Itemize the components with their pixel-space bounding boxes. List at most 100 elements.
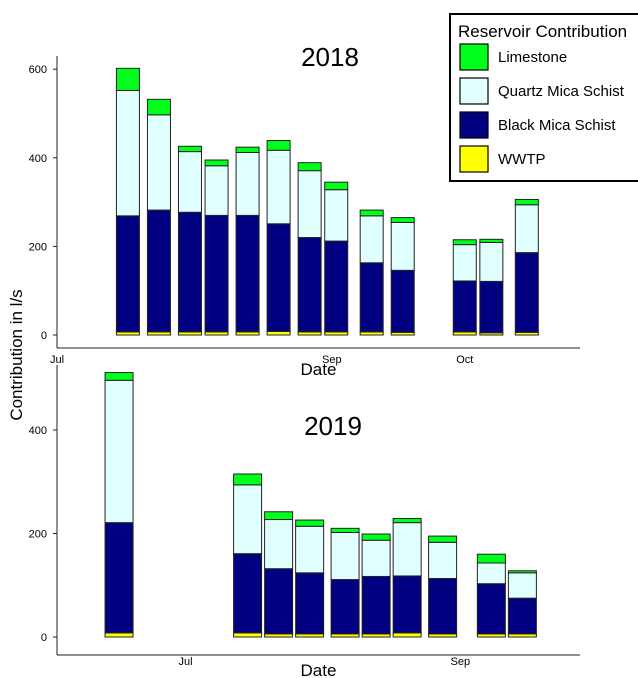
bar-limestone bbox=[359, 209, 384, 217]
bar-quartz-mica-schist bbox=[204, 165, 229, 216]
bar-black-mica-schist bbox=[266, 223, 291, 332]
bar-black-mica-schist bbox=[235, 214, 260, 333]
bar-limestone bbox=[392, 517, 422, 524]
bar-black-mica-schist bbox=[146, 209, 171, 333]
bar-black-mica-schist bbox=[514, 252, 539, 333]
bar-quartz-mica-schist bbox=[359, 215, 384, 264]
x-tick-label: Sep bbox=[451, 656, 471, 668]
legend-entry: Limestone bbox=[498, 49, 567, 66]
bar-black-mica-schist bbox=[324, 240, 349, 333]
bar-quartz-mica-schist bbox=[428, 541, 458, 580]
panel-2018: 0 200 400 600 Jul Sep Oct 2018 Date bbox=[29, 42, 580, 379]
bar-limestone bbox=[177, 145, 202, 153]
bar-black-mica-schist bbox=[264, 568, 294, 635]
bar-wwtp bbox=[392, 632, 422, 638]
bar-black-mica-schist bbox=[479, 280, 504, 334]
legend-swatch bbox=[459, 43, 489, 71]
bar-limestone bbox=[507, 570, 537, 574]
bar-wwtp bbox=[266, 330, 291, 336]
bar-quartz-mica-schist bbox=[104, 379, 134, 524]
bar-quartz-mica-schist bbox=[297, 170, 322, 239]
y-tick-label: 0 bbox=[41, 330, 47, 342]
legend-entry: WWTP bbox=[498, 151, 545, 168]
bar-limestone bbox=[233, 473, 263, 486]
y-axis-title: Contribution in l/s bbox=[7, 289, 26, 420]
bar-limestone bbox=[104, 372, 134, 381]
y-tick-label: 400 bbox=[29, 425, 47, 437]
y-tick-label: 200 bbox=[29, 529, 47, 541]
y-tick-label: 0 bbox=[41, 632, 47, 644]
bar-quartz-mica-schist bbox=[115, 89, 140, 217]
bar-limestone bbox=[479, 238, 504, 243]
bar-quartz-mica-schist bbox=[266, 149, 291, 225]
bar-black-mica-schist bbox=[204, 214, 229, 333]
bar-black-mica-schist bbox=[330, 579, 360, 635]
bar-black-mica-schist bbox=[104, 522, 134, 634]
bar-wwtp bbox=[104, 632, 134, 638]
bar-black-mica-schist bbox=[390, 269, 415, 333]
x-axis-title: Date bbox=[301, 661, 337, 678]
bar-quartz-mica-schist bbox=[177, 151, 202, 213]
legend-swatch bbox=[459, 111, 489, 139]
bar-quartz-mica-schist bbox=[479, 241, 504, 282]
bar-limestone bbox=[330, 527, 360, 533]
bar-quartz-mica-schist bbox=[324, 189, 349, 242]
bar-quartz-mica-schist bbox=[507, 572, 537, 599]
bar-limestone bbox=[428, 535, 458, 543]
bar-black-mica-schist bbox=[507, 597, 537, 635]
bar-quartz-mica-schist bbox=[514, 204, 539, 254]
bar-black-mica-schist bbox=[452, 280, 477, 333]
bar-quartz-mica-schist bbox=[476, 562, 506, 585]
bar-black-mica-schist bbox=[233, 553, 263, 634]
bar-limestone bbox=[361, 533, 391, 541]
bar-black-mica-schist bbox=[392, 575, 422, 634]
bar-limestone bbox=[266, 140, 291, 151]
y-tick-label: 600 bbox=[29, 64, 47, 76]
bar-limestone bbox=[514, 198, 539, 206]
panel-title: 2019 bbox=[304, 411, 362, 441]
bar-limestone bbox=[204, 159, 229, 167]
bar-limestone bbox=[295, 519, 325, 527]
bar-quartz-mica-schist bbox=[264, 519, 294, 570]
legend-swatch bbox=[459, 145, 489, 173]
bar-black-mica-schist bbox=[177, 211, 202, 333]
bar-wwtp bbox=[233, 632, 263, 638]
legend: Reservoir Contribution Limestone Quartz Mi… bbox=[449, 13, 638, 182]
panel-title: 2018 bbox=[301, 42, 359, 72]
x-axis-title: Date bbox=[301, 360, 337, 379]
bar-limestone bbox=[476, 553, 506, 564]
bar-limestone bbox=[297, 162, 322, 172]
x-tick-label: Oct bbox=[456, 354, 473, 366]
bar-quartz-mica-schist bbox=[295, 525, 325, 574]
bar-black-mica-schist bbox=[359, 262, 384, 333]
x-tick-label: Jul bbox=[179, 656, 193, 668]
legend-title: Reservoir Contribution bbox=[458, 22, 627, 41]
bar-quartz-mica-schist bbox=[452, 244, 477, 282]
x-tick-label: Jul bbox=[50, 354, 64, 366]
bar-limestone bbox=[115, 67, 140, 91]
legend-entry: Black Mica Schist bbox=[498, 117, 616, 134]
bar-quartz-mica-schist bbox=[330, 531, 360, 581]
bar-black-mica-schist bbox=[297, 237, 322, 333]
y-tick-label: 400 bbox=[29, 153, 47, 165]
bar-quartz-mica-schist bbox=[146, 114, 171, 211]
panel-2019: 0 200 400 Jul Sep 2019 Date bbox=[29, 365, 580, 678]
bar-quartz-mica-schist bbox=[390, 221, 415, 271]
bar-black-mica-schist bbox=[476, 583, 506, 635]
bar-limestone bbox=[324, 181, 349, 191]
x-tick-label: Sep bbox=[322, 354, 342, 366]
bar-black-mica-schist bbox=[295, 572, 325, 635]
bar-black-mica-schist bbox=[361, 575, 391, 635]
bar-limestone bbox=[235, 146, 260, 153]
bar-limestone bbox=[390, 217, 415, 223]
legend-entry: Quartz Mica Schist bbox=[498, 83, 625, 100]
bar-limestone bbox=[452, 239, 477, 246]
bar-quartz-mica-schist bbox=[392, 522, 422, 577]
bar-limestone bbox=[264, 511, 294, 521]
bar-limestone bbox=[146, 98, 171, 116]
legend-swatch bbox=[459, 77, 489, 105]
y-tick-label: 200 bbox=[29, 241, 47, 253]
bar-black-mica-schist bbox=[115, 215, 140, 333]
bar-quartz-mica-schist bbox=[361, 539, 391, 577]
